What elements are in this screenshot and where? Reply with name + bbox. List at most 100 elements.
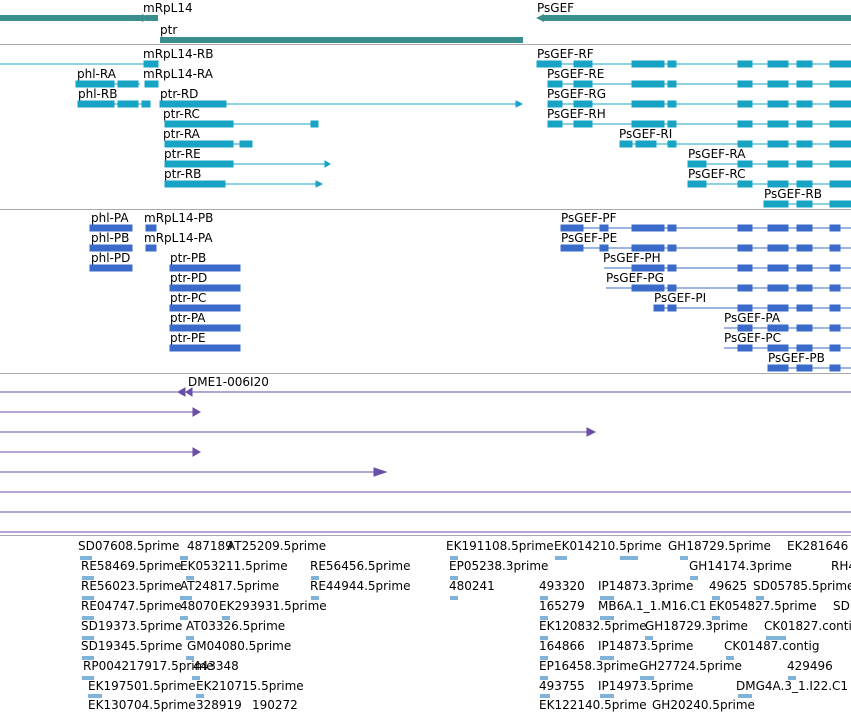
cds-label[interactable]: PsGEF-PC — [724, 331, 782, 345]
est-label[interactable]: GH14174.3prime — [689, 559, 792, 573]
est-label[interactable]: GH20240.5prime — [652, 698, 755, 712]
est-label[interactable]: EK014210.5prime — [554, 539, 662, 553]
mrna-label[interactable]: PsGEF-RC — [688, 167, 746, 181]
est-label[interactable]: DMG4A.3_1.I22.C1 — [736, 679, 849, 693]
est-label[interactable]: GH27724.5prime — [639, 659, 742, 673]
mrna-label[interactable]: phl-RA — [77, 67, 116, 81]
est-label[interactable]: RE58469.5prime — [81, 559, 182, 573]
est-label[interactable]: IP14973.5prime — [598, 679, 694, 693]
est-label[interactable]: 493755 — [539, 679, 585, 693]
est-label[interactable]: SD05785.5prime — [753, 579, 851, 593]
est-label[interactable]: RE04747.5prime — [81, 599, 182, 613]
est-label[interactable]: GH18729.3prime — [645, 619, 748, 633]
est-label[interactable]: 48070 — [180, 599, 219, 613]
mrna-label[interactable]: PsGEF-RI — [619, 127, 673, 141]
est-label[interactable]: RE56456.5prime — [310, 559, 411, 573]
cds-label[interactable]: phl-PD — [91, 251, 131, 265]
est-label[interactable]: SD( — [833, 599, 851, 613]
est-label[interactable]: SD07608.5prime — [78, 539, 180, 553]
cds-label[interactable]: PsGEF-PI — [654, 291, 707, 305]
cds-label[interactable]: PsGEF-PH — [603, 251, 661, 265]
est-label[interactable]: EK191108.5prime — [446, 539, 554, 553]
gene-glyph-ptr[interactable] — [160, 37, 523, 43]
track-separator-genes — [0, 44, 851, 45]
mrna-label[interactable]: ptr-RE — [164, 147, 201, 161]
gene-label-ptr[interactable]: ptr — [160, 23, 178, 37]
est-label[interactable]: IP14873.3prime — [598, 579, 694, 593]
gene-glyph-mrpl14[interactable] — [145, 15, 158, 21]
track-separator-cds — [0, 373, 851, 374]
est-label[interactable]: 429496 — [787, 659, 833, 673]
est-label[interactable]: CK01487.contig — [724, 639, 820, 653]
est-label[interactable]: EK053211.5prime — [180, 559, 288, 573]
est-label[interactable]: EK197501.5prime — [88, 679, 196, 693]
est-label[interactable]: AT03326.5prime — [186, 619, 286, 633]
mrna-label[interactable]: phl-RB — [78, 87, 118, 101]
est-label[interactable]: 487189 — [187, 539, 233, 553]
est-label[interactable]: EK054827.5prime — [709, 599, 817, 613]
mrna-label[interactable]: PsGEF-RB — [764, 187, 822, 201]
cds-label[interactable]: phl-PB — [91, 231, 130, 245]
est-label[interactable]: IP14873.5prime — [598, 639, 694, 653]
mrna-label[interactable]: PsGEF-RH — [547, 107, 606, 121]
cds-label[interactable]: mRpL14-PB — [144, 211, 214, 225]
mrna-label[interactable]: PsGEF-RE — [547, 67, 605, 81]
est-label[interactable]: EK210715.5prime — [196, 679, 304, 693]
est-label[interactable]: EK122140.5prime — [539, 698, 647, 712]
cds-label[interactable]: phl-PA — [91, 211, 129, 225]
mrna-label[interactable]: PsGEF-RG — [547, 87, 607, 101]
est-label[interactable]: 190272 — [252, 698, 298, 712]
mrna-label[interactable]: PsGEF-RA — [688, 147, 746, 161]
est-label[interactable]: 493320 — [539, 579, 585, 593]
est-label[interactable]: SD19345.5prime — [81, 639, 183, 653]
est-label[interactable]: RP004217917.5prime — [83, 659, 214, 673]
clone-label[interactable]: DME1-006I20 — [188, 375, 269, 389]
cds-label[interactable]: PsGEF-PA — [724, 311, 781, 325]
gene-glyph-psgef[interactable] — [544, 15, 851, 21]
est-label[interactable]: EP05238.3prime — [449, 559, 549, 573]
mrna-label[interactable]: ptr-RA — [163, 127, 200, 141]
est-label[interactable]: AT24817.5prime — [180, 579, 280, 593]
est-label[interactable]: RH4 — [831, 559, 851, 573]
est-label[interactable]: CK01827.contig — [764, 619, 851, 633]
est-label[interactable]: EP16458.3prime — [539, 659, 639, 673]
est-label[interactable]: 443348 — [193, 659, 239, 673]
cds-label[interactable]: ptr-PE — [170, 331, 206, 345]
cds-label[interactable]: mRpL14-PA — [144, 231, 213, 245]
est-label[interactable]: EK130704.5prime — [88, 698, 196, 712]
est-label[interactable]: 165279 — [539, 599, 585, 613]
gene-glyph-mrpl14-left[interactable] — [0, 15, 142, 21]
track-separator-clones — [0, 535, 851, 536]
mrna-label[interactable]: PsGEF-RF — [537, 47, 594, 61]
cds-label[interactable]: PsGEF-PE — [561, 231, 618, 245]
cds-label[interactable]: ptr-PD — [170, 271, 208, 285]
cds-label[interactable]: PsGEF-PG — [606, 271, 664, 285]
est-label[interactable]: SD19373.5prime — [81, 619, 183, 633]
est-label[interactable]: 49625 — [709, 579, 748, 593]
cds-label[interactable]: ptr-PA — [170, 311, 206, 325]
cds-label[interactable]: ptr-PB — [170, 251, 207, 265]
est-label[interactable]: 480241 — [449, 579, 495, 593]
est-label[interactable]: GH18729.5prime — [668, 539, 771, 553]
mrna-label[interactable]: ptr-RC — [163, 107, 200, 121]
est-label[interactable]: EK120832.5prime — [539, 619, 647, 633]
est-label[interactable]: EK281646 — [787, 539, 849, 553]
est-label[interactable]: RE44944.5prime — [310, 579, 411, 593]
est-label[interactable]: 328919 — [196, 698, 242, 712]
gene-label-psgef[interactable]: PsGEF — [537, 1, 575, 15]
est-label[interactable]: MB6A.1_1.M16.C1 — [598, 599, 707, 613]
mrna-label[interactable]: mRpL14-RB — [143, 47, 214, 61]
cds-label[interactable]: PsGEF-PB — [768, 351, 825, 365]
mrna-label[interactable]: ptr-RB — [164, 167, 202, 181]
mrna-label[interactable]: ptr-RD — [160, 87, 199, 101]
est-label[interactable]: RE56023.5prime — [81, 579, 182, 593]
est-label[interactable]: GM04080.5prime — [187, 639, 292, 653]
mrna-label[interactable]: mRpL14-RA — [143, 67, 213, 81]
cds-label[interactable]: ptr-PC — [170, 291, 207, 305]
est-label[interactable]: EK293931.5prime — [219, 599, 327, 613]
est-label[interactable]: 164866 — [539, 639, 585, 653]
cds-label[interactable]: PsGEF-PF — [561, 211, 617, 225]
est-label[interactable]: AT25209.5prime — [227, 539, 327, 553]
gene-label-mrpl14[interactable]: mRpL14 — [143, 1, 193, 15]
